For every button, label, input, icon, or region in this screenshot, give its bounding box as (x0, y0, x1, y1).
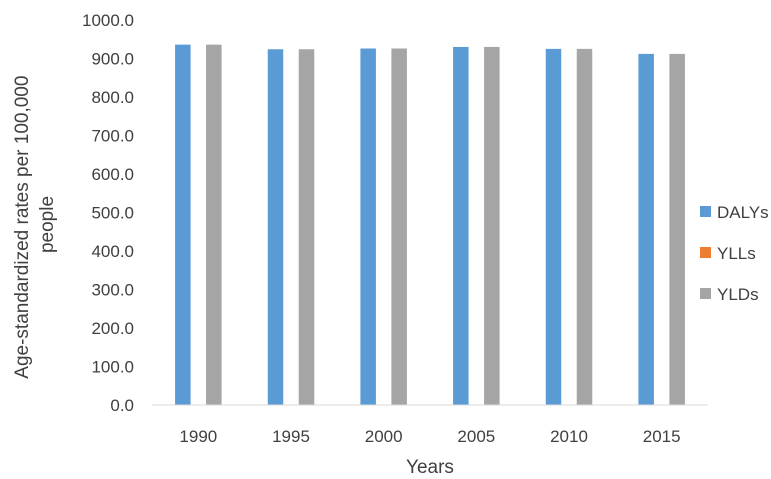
legend-label-ylls: YLLs (717, 244, 756, 263)
y-tick-label: 300.0 (91, 281, 134, 300)
bar-dalys-1990 (175, 44, 191, 405)
x-tick-label: 2010 (550, 427, 588, 446)
y-tick-label: 400.0 (91, 242, 134, 261)
bar-dalys-2010 (545, 48, 562, 405)
x-tick-label: 2015 (643, 427, 681, 446)
legend-swatch-dalys (700, 206, 711, 217)
y-tick-label: 800.0 (91, 88, 134, 107)
x-tick-label: 2000 (365, 427, 403, 446)
y-tick-label: 900.0 (91, 50, 134, 69)
y-tick-label: 1000.0 (82, 11, 134, 30)
legend-label-ylds: YLDs (717, 285, 759, 304)
x-axis-title: Years (406, 457, 454, 478)
y-axis-ticks: 0.0 100.0 200.0 300.0 400.0 500.0 600.0 700.0 80… (82, 11, 134, 415)
bar-ylds-1990 (206, 44, 222, 405)
y-tick-label: 700.0 (91, 127, 134, 146)
x-tick-label: 2005 (457, 427, 495, 446)
y-axis-title: Age-standardized rates per 100,000 peopl… (12, 70, 58, 378)
bar-ylds-1995 (298, 49, 315, 405)
bars (175, 44, 685, 406)
legend-label-dalys: DALYs (717, 203, 769, 222)
y-tick-label: 600.0 (91, 165, 134, 184)
y-axis-title-line-1: Age-standardized rates per 100,000 (12, 76, 33, 379)
bar-ylds-2005 (484, 46, 500, 405)
x-axis-ticks: 1990 1995 2000 2005 2010 2015 (179, 427, 680, 446)
bar-dalys-2005 (453, 46, 469, 405)
y-tick-label: 200.0 (91, 319, 134, 338)
y-axis-title-line-2: people (37, 196, 58, 253)
x-tick-label: 1990 (179, 427, 217, 446)
bar-ylds-2010 (576, 48, 593, 405)
bar-dalys-2015 (638, 53, 654, 405)
legend-swatch-ylls (700, 247, 711, 258)
y-tick-label: 0.0 (110, 396, 134, 415)
legend: DALYs YLLs YLDs (700, 203, 769, 304)
y-tick-label: 100.0 (91, 358, 134, 377)
y-tick-label: 500.0 (91, 204, 134, 223)
bar-dalys-2000 (360, 48, 376, 406)
bar-dalys-1995 (267, 49, 284, 405)
bar-ylds-2000 (391, 48, 407, 406)
legend-swatch-ylds (700, 288, 711, 299)
bar-ylds-2015 (669, 53, 685, 405)
x-tick-label: 1995 (272, 427, 310, 446)
